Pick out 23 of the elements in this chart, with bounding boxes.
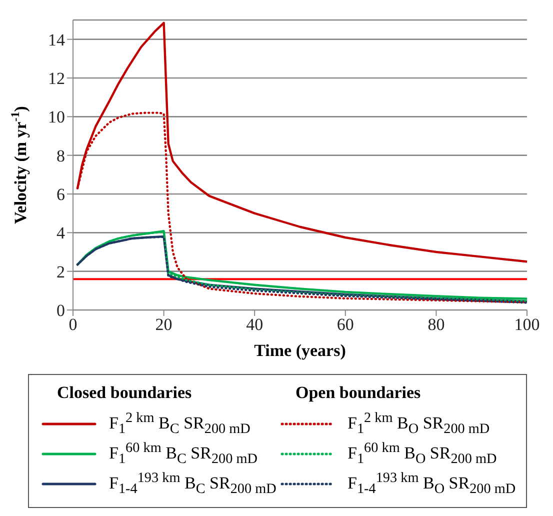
text: Closed boundaries <box>57 383 193 403</box>
legend-label: F$_{1}$$^{2 km}$ B$_{C}$ SR$_{200 mD}$ <box>109 410 250 438</box>
legend-label: F$_{1}$$^{2 km}$ B$_{O}$ SR$_{200 mD}$ <box>348 410 490 438</box>
legend-label: F$_{1}$$^{60 km}$ B$_{O}$ SR$_{200 mD}$ <box>348 440 497 468</box>
x-tick-label: 40 <box>246 315 264 334</box>
legend-label: F$_{1}$$^{60 km}$ B$_{C}$ SR$_{200 mD}$ <box>109 440 258 468</box>
x-tick-label: 80 <box>428 315 445 334</box>
y-tick-label: 0 <box>56 301 65 320</box>
x-tick-label: 100 <box>514 315 540 334</box>
legend-label: F$_{1-4}$$^{193 km}$ B$_{C}$ SR$_{200 mD}$ <box>109 470 276 498</box>
x-tick-label: 0 <box>68 315 78 334</box>
x-axis-title: Time (years) <box>254 341 346 360</box>
x-tick-label: 20 <box>155 315 172 334</box>
y-tick-label: 8 <box>56 146 65 166</box>
x-tick-label: 60 <box>336 315 354 334</box>
y-tick-label: 2 <box>56 262 65 282</box>
y-tick-label: 10 <box>48 108 65 127</box>
legend-label: F$_{1-4}$$^{193 km}$ B$_{O}$ SR$_{200 mD}$ <box>348 470 516 498</box>
text: Open boundaries <box>296 383 422 403</box>
y-tick-label: 6 <box>56 185 65 204</box>
y-tick-label: 14 <box>48 30 66 50</box>
y-tick-label: 12 <box>48 69 65 88</box>
y-tick-label: 4 <box>56 224 66 243</box>
